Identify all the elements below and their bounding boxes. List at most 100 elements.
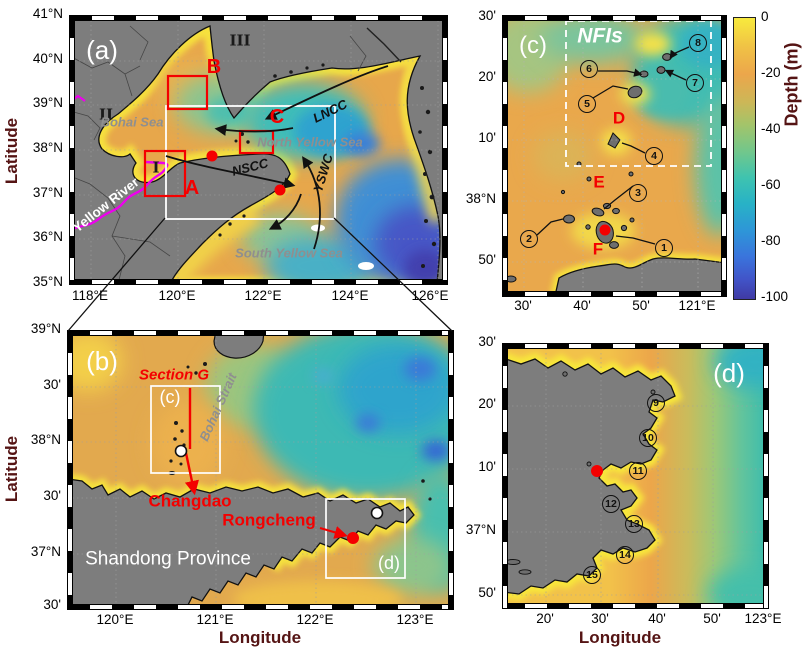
a-ytick: 37°N <box>32 185 63 200</box>
inset-d-box <box>325 498 406 579</box>
b-ytick: 30' <box>43 597 61 612</box>
bathymetry-art <box>503 344 768 608</box>
nfis-label: NFIs <box>577 24 623 48</box>
shandong-coast <box>554 257 726 296</box>
d-xtick: 40' <box>648 611 666 626</box>
bathymetry-art <box>70 16 447 284</box>
longitude-label-d: Longitude <box>578 628 662 647</box>
island-2-marker: 2 <box>520 230 538 248</box>
box-a-label: A <box>184 177 200 199</box>
a-ytick: 40°N <box>32 51 63 66</box>
longitude-label-b: Longitude <box>218 628 302 647</box>
d-xtick: 123°E <box>744 611 782 626</box>
inset-c-box <box>150 385 221 474</box>
panel-c-bathymetry <box>503 16 726 296</box>
section-g-label: Section G <box>138 366 210 384</box>
c-ytick: 30' <box>478 8 496 23</box>
changdao-label: Changdao <box>148 491 232 511</box>
panel-b-map: (b) Section G (c) Bohai Strait Changdao … <box>67 330 454 610</box>
station-dot-rongcheng <box>347 532 359 544</box>
b-xtick: 123°E <box>396 612 434 627</box>
island-13-marker: 13 <box>625 515 643 533</box>
cbar-tick: -60 <box>761 177 781 192</box>
box-b-label: B <box>206 56 222 78</box>
island-3-marker: 3 <box>629 184 647 202</box>
depth-colorbar <box>733 17 756 300</box>
d-xtick: 50' <box>703 611 721 626</box>
a-xtick: 118°E <box>72 288 108 303</box>
island-15-marker: 15 <box>583 566 601 584</box>
region-e-label: E <box>593 172 605 192</box>
panel-c-tag: (c) <box>519 32 547 59</box>
c-xtick: 121°E <box>678 298 716 313</box>
nfis-dashed-box <box>565 20 712 167</box>
panel-d-tag: (d) <box>713 358 745 388</box>
region-iii-label: III <box>229 31 251 50</box>
north-yellow-sea-label: North Yellow Sea <box>257 134 363 150</box>
b-ytick: 38°N <box>30 432 61 447</box>
station-dot-changdao <box>599 224 611 236</box>
panel-b-extent-box <box>165 105 336 220</box>
b-ytick: 37°N <box>30 544 61 559</box>
panel-a-bathymetry <box>70 16 447 284</box>
d-ytick: 20' <box>478 396 496 411</box>
b-ytick: 30' <box>43 488 61 503</box>
box-c-label: C <box>269 106 285 128</box>
cbar-tick: -80 <box>761 233 781 248</box>
island-1-marker: 1 <box>655 239 673 257</box>
c-xtick: 40' <box>573 298 591 313</box>
station-circle-changdao <box>174 444 188 458</box>
panel-a-map: (a) III II I B A C Bohai Sea North Yello… <box>69 15 448 285</box>
graticule <box>68 331 453 609</box>
station-dot-rongcheng <box>274 184 286 196</box>
current-arrows <box>165 65 389 250</box>
b-xtick: 122°E <box>296 612 334 627</box>
island-11-marker: 11 <box>629 462 647 480</box>
a-ytick: 35°N <box>32 274 63 289</box>
station-dot-rongcheng <box>591 465 603 477</box>
b-xtick: 121°E <box>196 612 234 627</box>
latitude-label-b: Latitude <box>2 435 21 503</box>
island-10-marker: 10 <box>639 429 657 447</box>
cbar-tick: 0 <box>761 9 769 24</box>
cbar-tick: -100 <box>761 289 789 304</box>
region-i-label: I <box>152 158 160 177</box>
island-12-marker: 12 <box>602 495 620 513</box>
region-ii-label: II <box>98 105 114 124</box>
bohai-sea-label: Bohai Sea <box>100 114 164 130</box>
c-ytick: 20' <box>478 69 496 84</box>
station-circle-chengshan <box>370 506 384 520</box>
d-ytick: 37°N <box>465 522 496 537</box>
d-ytick: 10' <box>478 459 496 474</box>
region-f-label: F <box>592 239 604 259</box>
inset-d-label: (d) <box>378 553 400 573</box>
inset-c-label: (c) <box>159 387 181 407</box>
island-7-marker: 7 <box>686 74 704 92</box>
b-xtick: 120°E <box>96 612 134 627</box>
shandong-land <box>68 478 415 609</box>
rongcheng-label: Rongcheng <box>222 510 316 530</box>
section-g-line <box>184 388 199 496</box>
c-ytick: 10' <box>478 130 496 145</box>
panel-a-tag: (a) <box>86 35 118 65</box>
islands <box>505 53 672 283</box>
d-xtick: 20' <box>536 611 554 626</box>
bathymetry-art <box>68 331 453 609</box>
island-9-marker: 9 <box>647 394 665 412</box>
island-14-marker: 14 <box>616 546 634 564</box>
c-ytick: 50' <box>478 252 496 267</box>
a-xtick: 120°E <box>158 288 196 303</box>
panel-b-bathymetry <box>68 331 453 609</box>
a-ytick: 39°N <box>32 95 63 110</box>
c-xtick: 30' <box>514 298 532 313</box>
island-8-marker: 8 <box>689 34 707 52</box>
c-xtick: 50' <box>632 298 650 313</box>
d-xtick: 30' <box>591 611 609 626</box>
cbar-tick: -20 <box>761 65 781 80</box>
island-6-marker: 6 <box>580 60 598 78</box>
a-ytick: 41°N <box>32 6 63 21</box>
a-ytick: 36°N <box>32 229 63 244</box>
a-xtick: 126°E <box>411 288 449 303</box>
panel-d-map: (d) 9 10 11 12 13 14 15 <box>502 343 769 609</box>
